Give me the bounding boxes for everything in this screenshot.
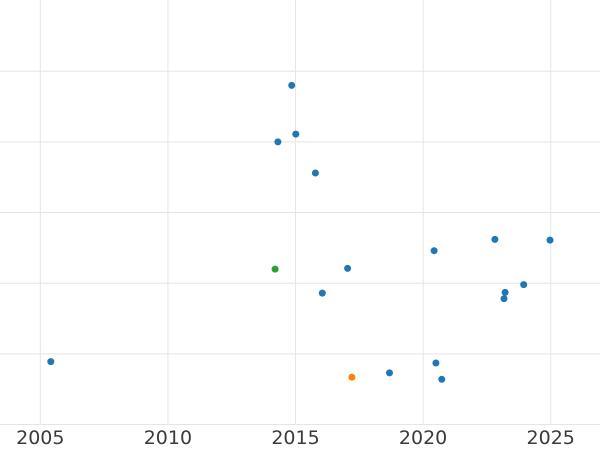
scatter-point-blue bbox=[501, 288, 509, 296]
scatter-point-blue bbox=[318, 289, 326, 297]
x-tick-label: 2010 bbox=[144, 427, 192, 449]
scatter-point-blue bbox=[288, 81, 296, 89]
scatter-point-blue bbox=[430, 247, 438, 255]
scatter-point-blue bbox=[520, 281, 528, 289]
scatter-point-blue bbox=[432, 359, 440, 367]
scatter-point-green bbox=[271, 265, 279, 273]
scatter-point-blue bbox=[292, 130, 300, 138]
x-tick-label: 2025 bbox=[527, 427, 575, 449]
grid-layer bbox=[0, 0, 600, 425]
x-tick-label: 2020 bbox=[399, 427, 447, 449]
scatter-point-blue bbox=[546, 236, 554, 244]
scatter-point-blue bbox=[491, 235, 499, 243]
points-layer bbox=[47, 81, 554, 383]
scatter-point-blue bbox=[500, 295, 508, 303]
scatter-point-blue bbox=[386, 369, 393, 377]
scatter-point-blue bbox=[344, 264, 352, 272]
x-tick-label: 2005 bbox=[16, 427, 64, 449]
scatter-point-orange bbox=[348, 373, 356, 381]
x-tick-label: 2015 bbox=[271, 427, 319, 449]
scatter-point-blue bbox=[47, 358, 55, 366]
x-axis: 2005 2010 2015 2020 2025 bbox=[16, 427, 575, 449]
scatter-point-blue bbox=[274, 138, 282, 146]
scatter-point-blue bbox=[311, 169, 319, 177]
scatter-point-blue bbox=[438, 375, 446, 383]
